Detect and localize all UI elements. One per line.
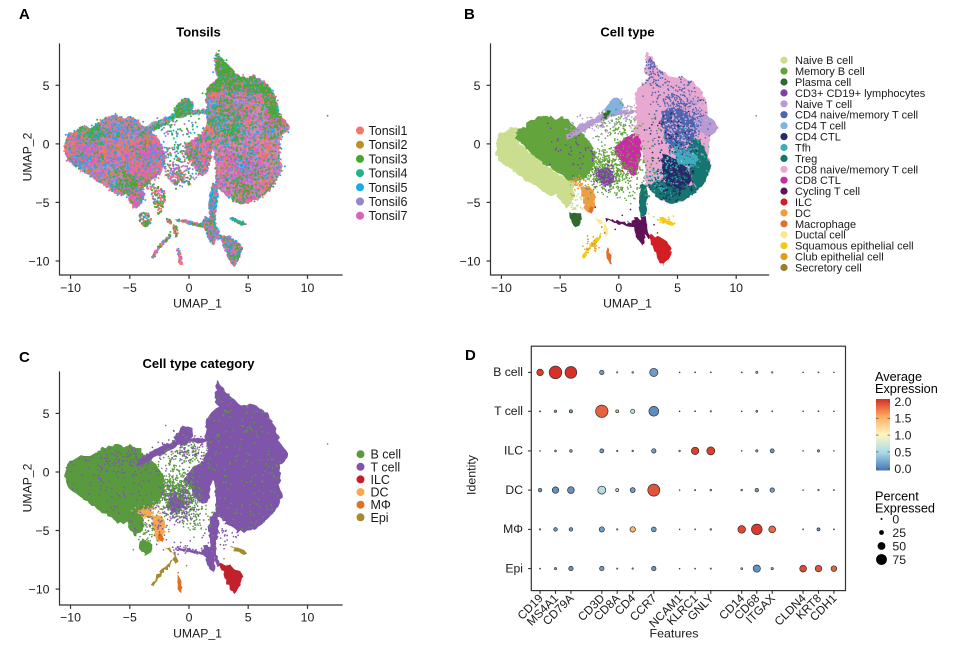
- svg-text:Tonsil5: Tonsil5: [369, 181, 408, 195]
- svg-text:Plasma cell: Plasma cell: [795, 77, 851, 89]
- svg-text:0: 0: [186, 281, 193, 295]
- svg-text:Tonsil3: Tonsil3: [369, 152, 408, 166]
- svg-text:Naive T cell: Naive T cell: [795, 99, 852, 111]
- svg-text:Tfh: Tfh: [795, 142, 811, 154]
- svg-text:CD8 naive/memory T cell: CD8 naive/memory T cell: [795, 164, 918, 176]
- svg-text:−5: −5: [123, 611, 137, 625]
- svg-text:B cell: B cell: [371, 448, 402, 462]
- svg-text:25: 25: [892, 526, 906, 540]
- svg-text:A: A: [19, 6, 30, 23]
- svg-text:Ductal cell: Ductal cell: [795, 230, 846, 242]
- svg-text:Expressed: Expressed: [875, 501, 935, 515]
- svg-text:−10: −10: [491, 281, 512, 295]
- svg-text:−10: −10: [29, 583, 50, 597]
- svg-text:Naive B cell: Naive B cell: [795, 55, 853, 67]
- svg-text:Treg: Treg: [795, 153, 817, 165]
- svg-text:1.0: 1.0: [894, 429, 911, 443]
- svg-text:Percent: Percent: [875, 489, 919, 503]
- svg-text:5: 5: [474, 79, 481, 93]
- svg-text:0: 0: [474, 137, 481, 151]
- svg-text:−10: −10: [60, 611, 81, 625]
- svg-text:Epi: Epi: [371, 511, 389, 525]
- svg-text:Tonsil2: Tonsil2: [369, 138, 408, 152]
- svg-text:−5: −5: [35, 196, 49, 210]
- svg-text:B: B: [464, 6, 475, 23]
- svg-text:B cell: B cell: [493, 365, 523, 379]
- svg-text:ILC: ILC: [504, 444, 523, 458]
- svg-text:0: 0: [43, 137, 50, 151]
- svg-text:UMAP_1: UMAP_1: [603, 296, 652, 310]
- svg-text:Identity: Identity: [464, 454, 478, 495]
- svg-text:Club epithelial cell: Club epithelial cell: [795, 252, 884, 264]
- svg-text:Tonsil1: Tonsil1: [369, 124, 408, 138]
- svg-text:Average: Average: [875, 370, 922, 384]
- svg-text:5: 5: [674, 281, 681, 295]
- svg-text:UMAP_2: UMAP_2: [21, 132, 35, 181]
- svg-text:Features: Features: [650, 626, 699, 640]
- svg-text:CD8 CTL: CD8 CTL: [795, 175, 841, 187]
- svg-text:CD4 T cell: CD4 T cell: [795, 121, 846, 133]
- svg-text:UMAP_2: UMAP_2: [21, 463, 35, 512]
- svg-text:Secretory cell: Secretory cell: [795, 262, 862, 274]
- svg-text:−5: −5: [35, 524, 49, 538]
- svg-text:Tonsil7: Tonsil7: [369, 209, 408, 223]
- svg-text:10: 10: [301, 611, 315, 625]
- svg-text:−10: −10: [60, 281, 81, 295]
- svg-text:0: 0: [43, 465, 50, 479]
- svg-text:0: 0: [186, 611, 193, 625]
- svg-text:2.0: 2.0: [894, 395, 911, 409]
- svg-text:ILC: ILC: [371, 473, 390, 487]
- svg-text:DC: DC: [505, 483, 523, 497]
- svg-text:−5: −5: [466, 196, 480, 210]
- svg-text:50: 50: [892, 539, 906, 553]
- svg-text:CD4 naive/memory T cell: CD4 naive/memory T cell: [795, 110, 918, 122]
- svg-text:75: 75: [892, 553, 906, 567]
- svg-text:UMAP_1: UMAP_1: [173, 296, 222, 310]
- svg-text:−10: −10: [460, 254, 481, 268]
- svg-text:5: 5: [245, 281, 252, 295]
- svg-text:1.5: 1.5: [894, 412, 911, 426]
- svg-text:0: 0: [615, 281, 622, 295]
- svg-text:T cell: T cell: [494, 404, 523, 418]
- svg-text:C: C: [19, 349, 30, 366]
- svg-text:Tonsil6: Tonsil6: [369, 195, 408, 209]
- svg-text:5: 5: [245, 611, 252, 625]
- svg-text:0: 0: [892, 512, 899, 526]
- svg-text:T cell: T cell: [371, 460, 401, 474]
- svg-text:Cycling T cell: Cycling T cell: [795, 186, 860, 198]
- svg-text:0.5: 0.5: [894, 445, 911, 459]
- svg-text:Cell type: Cell type: [600, 25, 654, 40]
- svg-text:DC: DC: [371, 486, 389, 500]
- svg-text:UMAP_1: UMAP_1: [173, 626, 222, 640]
- svg-text:Expression: Expression: [875, 382, 938, 396]
- svg-text:10: 10: [301, 281, 315, 295]
- svg-text:−10: −10: [29, 254, 50, 268]
- svg-text:Tonsil4: Tonsil4: [369, 167, 408, 181]
- svg-text:−5: −5: [553, 281, 567, 295]
- svg-text:CD3+ CD19+ lymphocytes: CD3+ CD19+ lymphocytes: [795, 88, 926, 100]
- svg-text:Macrophage: Macrophage: [795, 219, 856, 231]
- svg-text:Cell type category: Cell type category: [143, 356, 256, 371]
- svg-text:Tonsils: Tonsils: [176, 25, 221, 40]
- svg-text:5: 5: [43, 79, 50, 93]
- svg-text:Epi: Epi: [505, 561, 523, 575]
- svg-text:Memory B cell: Memory B cell: [795, 66, 865, 78]
- svg-text:MΦ: MΦ: [371, 498, 391, 512]
- svg-text:DC: DC: [795, 208, 811, 220]
- svg-text:Squamous epithelial cell: Squamous epithelial cell: [795, 241, 914, 253]
- svg-text:10: 10: [729, 281, 743, 295]
- svg-text:D: D: [465, 347, 476, 364]
- svg-text:MΦ: MΦ: [503, 522, 523, 536]
- svg-text:ILC: ILC: [795, 197, 812, 209]
- svg-text:CD4 CTL: CD4 CTL: [795, 132, 841, 144]
- svg-text:0.0: 0.0: [894, 462, 911, 476]
- svg-text:5: 5: [43, 407, 50, 421]
- svg-text:−5: −5: [123, 281, 137, 295]
